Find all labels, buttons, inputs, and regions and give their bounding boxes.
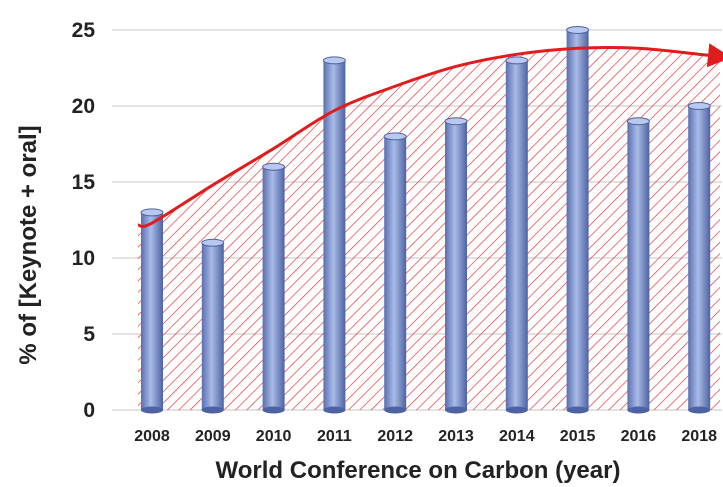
bar-body <box>262 166 285 410</box>
x-tick-2012: 2012 <box>377 428 413 445</box>
y-tick-25: 25 <box>72 19 96 42</box>
x-tick-2011: 2011 <box>317 428 352 445</box>
bar-2016 <box>626 117 650 414</box>
x-axis-title: World Conference on Carbon (year) <box>216 457 621 484</box>
bar-body <box>688 106 711 410</box>
bar-cap <box>566 26 590 34</box>
bar-body <box>445 121 467 410</box>
bar-body <box>201 242 224 410</box>
y-tick-15: 15 <box>72 171 96 194</box>
y-axis-title: % of [Keynote + oral] <box>15 125 42 364</box>
bar-base <box>262 406 285 414</box>
bar-2014 <box>505 56 529 414</box>
bar-2009 <box>201 238 225 414</box>
y-tick-labels: 0 5 10 15 20 25 <box>72 19 96 422</box>
bar-base <box>384 406 407 414</box>
bar-cap <box>201 238 225 247</box>
trend-line <box>137 43 723 229</box>
bar-base <box>323 406 346 414</box>
x-tick-labels: 2008 2009 2010 2011 2012 2013 2014 2015 2016 2018 <box>134 428 717 445</box>
x-tick-2014: 2014 <box>499 428 535 445</box>
y-tick-10: 10 <box>72 247 95 270</box>
bar-base <box>566 406 589 414</box>
trend-curve <box>137 43 723 229</box>
bar-base <box>201 406 224 414</box>
x-tick-2008: 2008 <box>134 428 170 445</box>
x-tick-2018: 2018 <box>681 428 717 445</box>
x-tick-2013: 2013 <box>438 428 474 445</box>
x-tick-2010: 2010 <box>256 428 292 445</box>
bar-2010 <box>262 162 286 414</box>
bar-cap <box>383 132 407 141</box>
bar-base <box>688 406 711 414</box>
bar-2013 <box>444 117 468 414</box>
bar-body <box>566 30 589 410</box>
y-tick-0: 0 <box>83 399 95 422</box>
bar-body <box>505 60 528 411</box>
bar-2011 <box>322 56 346 414</box>
y-tick-5: 5 <box>83 323 95 346</box>
x-tick-2009: 2009 <box>195 428 231 445</box>
bar-base <box>141 406 163 414</box>
bar-base <box>505 406 528 414</box>
bar-2012 <box>383 132 407 414</box>
x-tick-2015: 2015 <box>560 428 596 445</box>
bar-2015 <box>566 26 590 414</box>
bar-cap <box>262 162 286 171</box>
bar-cap <box>322 56 346 65</box>
bar-body <box>141 212 163 410</box>
bars <box>140 26 711 414</box>
bar-cap <box>444 117 468 126</box>
y-tick-20: 20 <box>72 95 95 118</box>
bar-body <box>323 60 346 411</box>
bar-cap <box>687 102 711 110</box>
bar-base <box>627 406 650 414</box>
bar-cap <box>140 208 164 217</box>
bar-base <box>445 406 467 414</box>
bar-body <box>627 121 650 410</box>
bar-body <box>384 136 407 410</box>
bar-cap <box>505 56 529 65</box>
bar-2018 <box>687 102 711 414</box>
bar-cap <box>626 117 650 126</box>
x-tick-2016: 2016 <box>621 428 657 445</box>
bar-2008 <box>140 208 164 414</box>
